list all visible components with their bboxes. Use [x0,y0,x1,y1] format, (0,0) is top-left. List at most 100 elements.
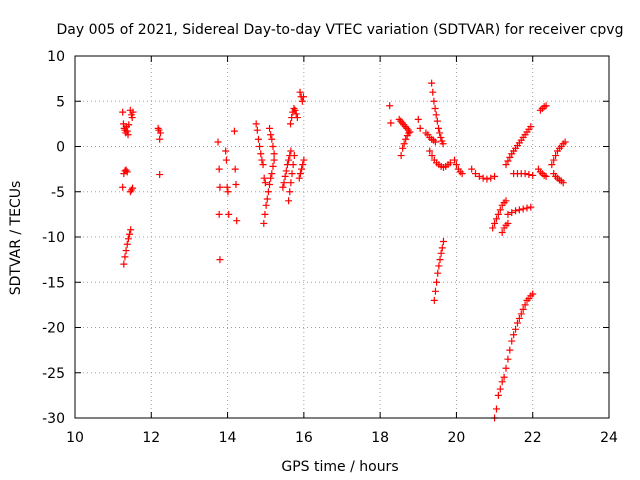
data-point [561,138,569,146]
data-point [270,150,278,158]
data-point [437,249,445,257]
data-point [515,314,523,322]
data-point [431,138,439,146]
data-point [281,172,289,180]
data-point [496,385,504,393]
data-point [287,120,295,128]
data-point [223,183,231,191]
data-point [452,161,460,169]
x-tick-label: 22 [524,430,542,446]
data-point [400,140,408,148]
x-tick-label: 24 [600,430,618,446]
y-axis-label: SDTVAR / TECUs [8,181,24,296]
y-tick-label: 10 [47,49,65,65]
data-point [258,156,266,164]
data-point [431,287,439,295]
data-point [402,135,410,143]
axis-ticks: 10 12 14 16 18 20 22 24 -30 -25 -20 -15 -10 -5 0 5 10 [42,49,618,446]
data-point [550,156,558,164]
data-point [552,152,560,160]
data-points [119,79,569,422]
data-point [400,121,408,129]
data-point [504,219,512,227]
data-point [512,325,520,333]
data-point [269,143,277,150]
data-point [266,181,274,189]
data-point [122,247,130,255]
data-point [222,147,230,155]
data-point [491,172,499,180]
data-point [127,226,135,234]
data-point [502,364,510,372]
data-point [439,238,447,246]
data-point [508,337,516,345]
data-point [502,197,510,205]
data-point [261,179,269,187]
data-point [446,159,454,167]
data-point [416,124,424,132]
data-point [502,161,510,169]
data-point [397,152,405,160]
data-point [129,108,137,116]
data-point [513,319,521,327]
data-point [430,97,438,105]
data-point [268,135,276,143]
data-point [439,140,447,148]
data-point [433,278,441,286]
data-point [285,197,293,205]
data-point [222,156,230,164]
data-point [260,219,268,227]
data-point [458,170,466,178]
data-point [487,174,495,182]
x-tick-label: 14 [219,430,237,446]
data-point [156,129,164,137]
data-point [435,124,443,132]
data-point [519,205,527,213]
data-point [282,167,290,175]
data-point [286,188,294,196]
y-tick-label: -5 [51,185,65,201]
data-point [124,235,132,243]
data-point [156,135,164,143]
data-point [472,170,479,178]
data-point [126,230,134,238]
data-point [299,93,307,101]
data-point [280,179,288,187]
data-point [300,156,308,164]
data-point [542,172,550,180]
data-point [252,120,260,128]
data-point [287,179,295,187]
data-point [431,104,439,112]
data-point [296,170,304,178]
data-point [498,378,506,386]
data-point [128,114,136,122]
data-point [125,121,133,129]
data-point [494,391,502,399]
grid-lines [75,56,609,418]
x-tick-label: 20 [448,430,466,446]
data-point [268,170,276,178]
data-point [435,262,443,270]
data-point [512,207,520,215]
data-point [504,157,512,165]
data-point [496,206,504,214]
data-point [398,119,406,127]
data-point [269,162,277,170]
data-point [225,210,233,218]
data-point [298,165,306,173]
data-point [121,253,129,261]
data-point [483,175,491,183]
data-point [256,143,264,150]
data-point [224,188,232,196]
data-point [397,117,405,125]
data-point [527,203,535,211]
y-tick-label: -10 [42,230,65,246]
data-point [506,153,514,161]
data-point [492,405,500,413]
data-point [430,296,438,304]
data-point [259,161,267,169]
data-point [433,117,441,125]
data-point [386,102,394,110]
y-tick-label: 5 [56,94,65,110]
data-point [254,135,262,143]
